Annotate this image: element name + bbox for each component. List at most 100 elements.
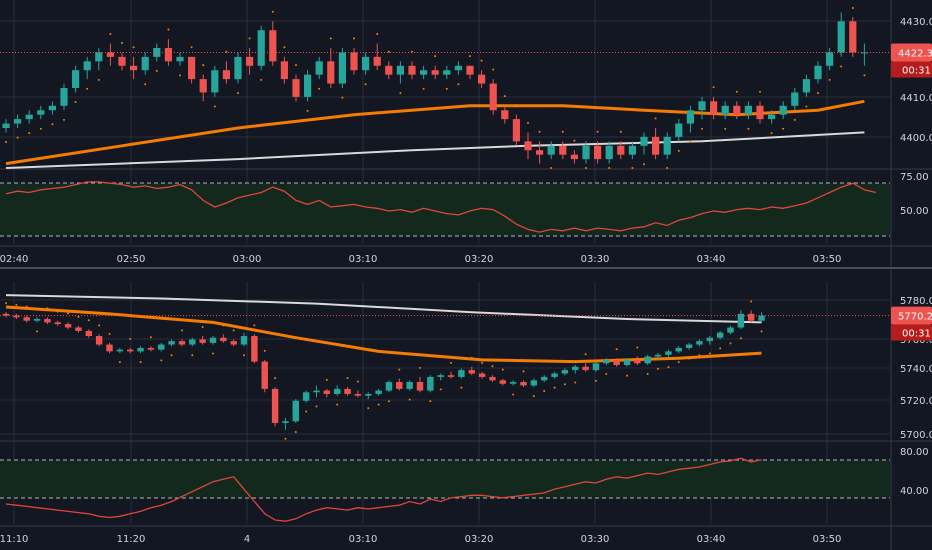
time-label: 03:20 <box>465 254 494 265</box>
candle-body <box>292 79 300 97</box>
psar-dot <box>167 28 170 31</box>
psar-dot <box>387 400 390 403</box>
psar-dot <box>325 378 328 381</box>
psar-dot <box>97 78 100 81</box>
candle-body <box>199 79 207 93</box>
psar-dot <box>553 386 556 389</box>
psar-dot <box>782 127 785 130</box>
psar-dot <box>346 377 349 380</box>
bottom-time-axis: 11:10 11:20 4 03:10 03:20 03:30 03:40 03:50 <box>0 534 841 545</box>
time-label: 11:20 <box>117 534 146 545</box>
candle-body <box>756 105 764 120</box>
top-rsi-pane[interactable] <box>0 181 932 247</box>
candle-body <box>520 382 527 386</box>
psar-dot <box>615 348 618 351</box>
psar-dot <box>74 101 77 104</box>
candle-body <box>350 52 358 71</box>
candle-body <box>540 376 548 381</box>
candle-body <box>605 145 613 160</box>
psar-dot <box>155 69 158 72</box>
price-tick-label: 5700.0 <box>900 430 932 441</box>
candle-body <box>211 70 219 93</box>
psar-dot <box>305 410 308 413</box>
psar-dot <box>329 37 332 40</box>
psar-dot <box>295 64 297 67</box>
candle-body <box>489 83 497 111</box>
psar-dot <box>724 127 727 130</box>
countdown-value: 00:31 <box>902 65 931 76</box>
candle-body <box>447 375 455 377</box>
psar-dot <box>121 41 123 44</box>
price-tick-label: 5740.0 <box>900 364 932 375</box>
psar-dot <box>770 132 773 135</box>
candle-body <box>126 349 134 352</box>
candle-body <box>333 388 341 394</box>
candle-body <box>323 390 331 394</box>
bottom-rsi-pane[interactable] <box>0 457 932 527</box>
price-tick-label: 4410.0 <box>900 93 932 104</box>
time-label: 03:30 <box>581 254 610 265</box>
candle-body <box>362 56 370 71</box>
rsi-tick-label: 80.00 <box>900 447 929 458</box>
psar-dot <box>364 83 367 86</box>
candle-body <box>582 366 589 371</box>
candle-body <box>478 373 486 377</box>
top-price-pane[interactable] <box>0 0 932 244</box>
candle-body <box>365 393 372 396</box>
candle-body <box>698 101 706 111</box>
candle-body <box>768 114 776 120</box>
candle-body <box>199 339 206 343</box>
psar-dot <box>828 78 831 81</box>
last-price-value: 4422.3 <box>898 48 932 59</box>
psar-dot <box>538 130 541 133</box>
psar-dot <box>840 65 843 68</box>
psar-dot <box>139 361 142 364</box>
psar-dot <box>450 361 453 364</box>
psar-dot <box>760 330 763 333</box>
psar-dot <box>563 383 566 386</box>
candle-body <box>791 92 799 106</box>
psar-dot <box>747 127 750 130</box>
psar-dot <box>46 307 49 310</box>
candle-body <box>814 65 822 80</box>
candle-body <box>14 119 22 124</box>
candle-body <box>572 366 579 371</box>
candle-body <box>623 359 631 365</box>
psar-dot <box>719 347 722 350</box>
candle-body <box>710 101 718 115</box>
candle-body <box>716 332 724 338</box>
psar-dot <box>160 359 163 362</box>
psar-dot <box>522 370 525 373</box>
candle-body <box>721 105 729 115</box>
psar-dot <box>213 105 216 108</box>
psar-dot <box>759 90 761 93</box>
candle-body <box>48 105 56 111</box>
psar-dot <box>646 373 649 375</box>
candle-body <box>499 380 507 384</box>
candle-body <box>230 341 237 345</box>
psar-dot <box>16 136 19 139</box>
candle-body <box>524 141 532 151</box>
candle-body <box>686 110 694 124</box>
psar-dot <box>263 349 266 352</box>
candle-body <box>251 336 258 362</box>
candle-body <box>75 327 82 331</box>
candle-body <box>188 56 196 80</box>
psar-dot <box>585 167 587 169</box>
candle-body <box>696 341 703 345</box>
candle-body <box>617 145 625 155</box>
psar-dot <box>503 95 506 98</box>
candle-body <box>512 119 520 142</box>
psar-dot <box>422 87 425 90</box>
psar-dot <box>243 354 246 357</box>
psar-dot <box>605 373 608 375</box>
psar-dot <box>429 400 432 403</box>
candle-body <box>106 52 114 57</box>
candle-body <box>826 52 834 66</box>
last-price-badge <box>891 306 932 325</box>
candle-body <box>779 105 787 115</box>
candle-body <box>257 30 265 66</box>
candle-body <box>396 382 403 389</box>
